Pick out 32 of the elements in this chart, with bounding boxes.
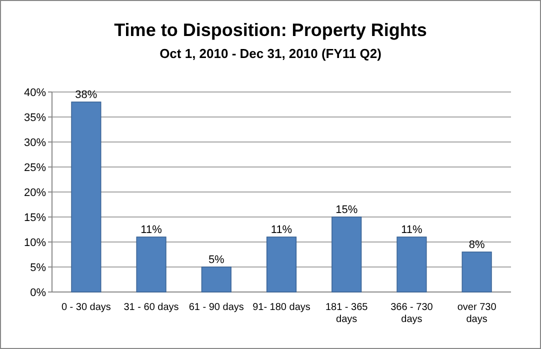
- bar: [266, 236, 297, 292]
- x-tick-label: 366 - 730 days: [390, 302, 434, 325]
- bar: [136, 236, 166, 292]
- bar: [201, 266, 232, 292]
- x-tick-label: over 730 days: [457, 302, 497, 325]
- y-tick-label: 10%: [24, 236, 46, 249]
- y-tick-label: 40%: [24, 86, 46, 99]
- data-label: 38%: [75, 89, 98, 101]
- chart-title: Time to Disposition: Property Rights: [114, 20, 427, 40]
- y-tick-label: 5%: [30, 262, 46, 274]
- x-tick-label: 0 - 30 days: [61, 302, 111, 313]
- x-tick-label: 181 - 365 days: [325, 302, 368, 325]
- data-label: 11%: [140, 224, 162, 236]
- x-tick-label: 31 - 60 days: [124, 302, 179, 313]
- bar: [71, 102, 102, 292]
- data-label: 11%: [270, 224, 292, 236]
- bar: [396, 236, 427, 292]
- y-tick-label: 15%: [24, 212, 46, 224]
- x-tick-label: 61 - 90 days: [188, 302, 244, 313]
- x-tick-label: 91- 180 days: [252, 302, 310, 313]
- y-tick-label: 20%: [24, 186, 46, 199]
- data-label: 11%: [401, 224, 423, 236]
- y-tick-label: 0%: [30, 286, 46, 299]
- y-tick-label: 25%: [24, 162, 46, 174]
- data-label: 8%: [468, 239, 485, 251]
- bar: [462, 252, 492, 292]
- data-label: 5%: [208, 254, 225, 266]
- bar: [332, 216, 362, 292]
- y-tick-label: 30%: [24, 136, 46, 149]
- data-label: 15%: [336, 204, 358, 216]
- y-tick-label: 35%: [24, 112, 46, 124]
- chart-subtitle: Oct 1, 2010 - Dec 31, 2010 (FY11 Q2): [160, 46, 382, 61]
